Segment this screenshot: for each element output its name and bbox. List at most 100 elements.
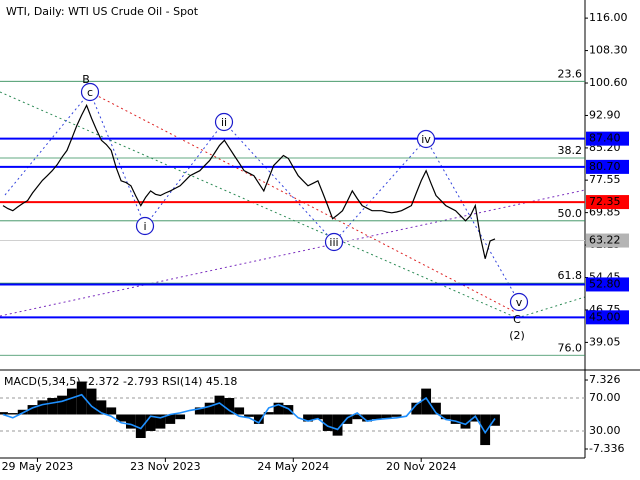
- wave-label: iv: [421, 133, 431, 146]
- macd-bar: [7, 413, 18, 415]
- macd-bar: [224, 398, 235, 415]
- price-line: [2, 103, 496, 259]
- macd-bar: [303, 414, 313, 422]
- wave-label: C: [513, 313, 521, 326]
- macd-bar: [273, 402, 284, 415]
- wave-label: v: [516, 296, 523, 309]
- macd-bar: [116, 414, 126, 422]
- wave-circle: [135, 216, 155, 236]
- macd-bar: [96, 400, 107, 415]
- macd-bar: [0, 412, 8, 415]
- trend-lines: [0, 91, 586, 319]
- level-label: 63.22: [589, 234, 621, 247]
- wave-label: B: [82, 73, 90, 86]
- macd-bar: [440, 414, 451, 420]
- wave-circle: [509, 292, 529, 312]
- level-label: 72.35: [589, 195, 621, 208]
- wave-circle: [214, 112, 234, 132]
- y-tick-label: 108.30: [589, 44, 628, 57]
- y-tick-label: 116.00: [589, 11, 628, 24]
- level-label: 45.00: [589, 310, 621, 323]
- fib-label: 23.6: [558, 67, 583, 80]
- macd-bar: [86, 388, 97, 415]
- macd-bar: [312, 414, 323, 420]
- macd-bar: [322, 414, 333, 431]
- macd-bar: [37, 400, 48, 415]
- macd-bar: [244, 414, 254, 417]
- macd-bar: [234, 407, 245, 415]
- y-tick-label: 92.90: [589, 108, 621, 121]
- macd-bar: [135, 414, 146, 439]
- macd-bar: [362, 414, 372, 422]
- macd-bar: [352, 414, 363, 420]
- x-tick-label: 20 Nov 2024: [386, 460, 456, 473]
- wave-label: i: [143, 220, 146, 233]
- wave-circle: [324, 232, 344, 252]
- wave-label: ii: [221, 116, 227, 129]
- macd-bar: [470, 414, 481, 422]
- macd-bar: [391, 414, 402, 417]
- macd-bar: [165, 414, 176, 424]
- macd-bar: [332, 414, 343, 436]
- macd-bar: [126, 414, 136, 429]
- level-label: 87.40: [589, 132, 621, 145]
- macd-bar: [431, 402, 441, 415]
- x-tick-label: 24 May 2024: [257, 460, 329, 473]
- x-tick-label: 29 May 2023: [2, 460, 74, 473]
- macd-bar: [155, 414, 166, 429]
- y2-tick-label: 70.00: [589, 391, 621, 404]
- level-box: [586, 277, 629, 292]
- macd-bar: [263, 412, 274, 415]
- y2-tick-label: 30.00: [589, 424, 621, 437]
- y-tick-label: -7.336: [589, 442, 624, 455]
- macd-bar: [372, 414, 382, 420]
- wave-label: c: [87, 86, 93, 99]
- indicator-title: MACD(5,34,5) -2.372 -2.793 RSI(14) 45.18: [4, 375, 237, 388]
- macd-bar: [194, 407, 205, 415]
- macd-bar: [57, 395, 67, 415]
- wave-label: (2): [509, 329, 525, 342]
- wave-circle: [416, 129, 436, 149]
- level-label: 80.70: [589, 160, 621, 173]
- level-label: 52.80: [589, 277, 621, 290]
- macd-bar: [76, 381, 87, 415]
- y-tick-label: 77.55: [589, 173, 621, 186]
- macd-bar: [283, 405, 294, 415]
- level-box: [586, 310, 629, 325]
- level-box: [586, 159, 629, 174]
- level-box: [586, 131, 629, 146]
- macd-bar: [450, 414, 461, 424]
- y-tick-label: 7.326: [589, 373, 621, 386]
- fib-label: 50.0: [558, 207, 583, 220]
- wave-label: iii: [329, 236, 338, 249]
- macd-bar: [106, 407, 117, 415]
- macd-bar: [204, 402, 215, 415]
- macd-bar: [490, 414, 500, 426]
- x-tick-label: 23 Nov 2023: [130, 460, 200, 473]
- macd-bar: [145, 414, 156, 431]
- macd-bar: [421, 388, 432, 415]
- macd-bar: [175, 414, 186, 420]
- macd-bar: [480, 414, 491, 446]
- fib-label: 76.0: [558, 341, 583, 354]
- macd-bar: [27, 405, 38, 415]
- wave-circle: [80, 82, 100, 102]
- macd-bar: [214, 395, 225, 415]
- fib-label: 61.8: [558, 269, 583, 282]
- fib-label: 38.2: [558, 144, 583, 157]
- channel-line: [0, 91, 518, 319]
- macd-bar: [411, 402, 422, 415]
- rsi-line: [2, 393, 496, 435]
- chart-title: WTI, Daily: WTI US Crude Oil - Spot: [6, 5, 199, 18]
- y-tick-label: 39.05: [589, 335, 621, 348]
- channel-line: [516, 296, 586, 319]
- macd-bar: [66, 388, 77, 415]
- macd-bar: [47, 398, 58, 415]
- y-tick-label: 100.60: [589, 76, 628, 89]
- macd-bar: [460, 414, 471, 429]
- macd-bar: [253, 414, 264, 424]
- level-box: [586, 195, 629, 210]
